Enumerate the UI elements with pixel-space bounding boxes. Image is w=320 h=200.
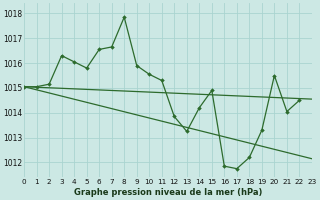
X-axis label: Graphe pression niveau de la mer (hPa): Graphe pression niveau de la mer (hPa) xyxy=(74,188,262,197)
